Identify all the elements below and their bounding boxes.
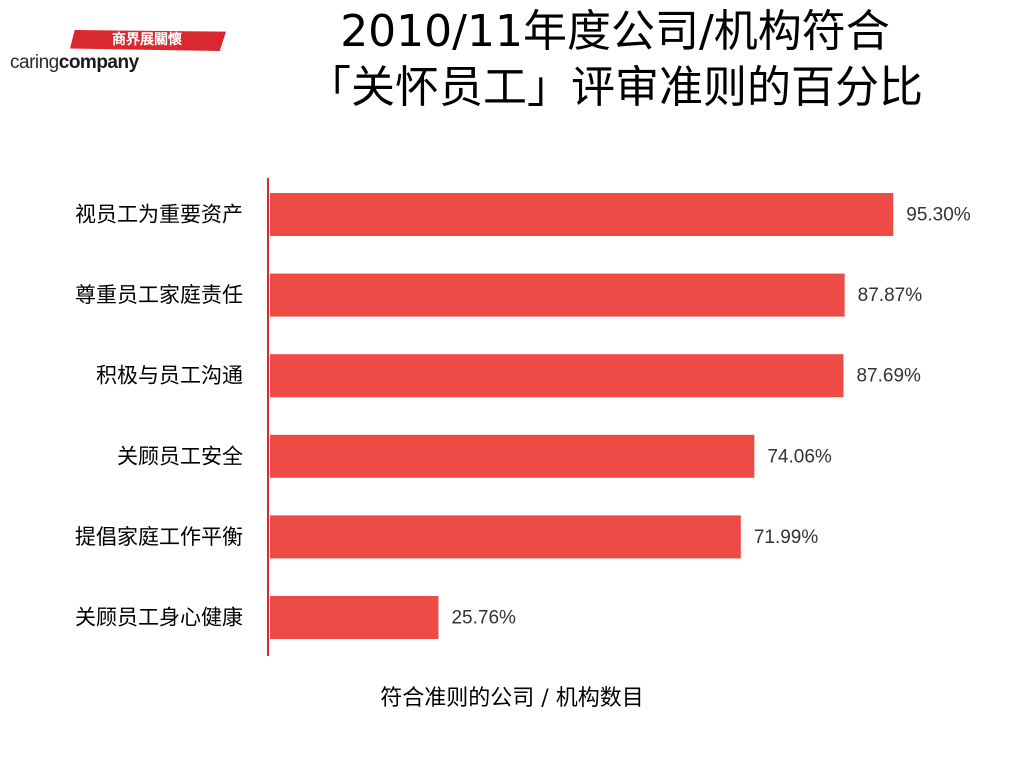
category-label-0: 视员工为重要资产: [75, 203, 243, 227]
category-label-3: 关顾员工安全: [117, 444, 243, 468]
category-label-1: 尊重员工家庭责任: [75, 283, 243, 307]
bar-0: [270, 193, 894, 236]
logo-english-bold: company: [58, 52, 139, 73]
value-label-4: 71.99%: [754, 527, 819, 548]
value-label-5: 25.76%: [451, 608, 516, 629]
bar-3: [270, 434, 755, 478]
category-label-2: 积极与员工沟通: [96, 364, 243, 388]
bar-1: [270, 273, 845, 317]
bar-2: [270, 354, 844, 398]
bar-4: [270, 515, 741, 559]
logo-chinese-text: 商界展關懷: [112, 32, 182, 48]
category-label-4: 提倡家庭工作平衡: [75, 525, 243, 549]
logo-brush-banner: [70, 30, 226, 51]
title-line-1: 2010/11年度公司/机构符合: [340, 6, 890, 57]
value-label-3: 74.06%: [767, 446, 832, 467]
logo-english-regular: caring: [10, 52, 59, 73]
value-label-0: 95.30%: [906, 205, 971, 226]
value-label-1: 87.87%: [858, 285, 923, 306]
bar-chart: 视员工为重要资产 95.30% 尊重员工家庭责任 87.87% 积极与员工沟通 87.69…: [75, 178, 971, 656]
caring-company-logo: 商界展關懷 caringcompany: [10, 28, 226, 78]
page-title: 2010/11年度公司/机构符合 「关怀员工」评审准则的百分比: [215, 4, 1015, 116]
title-line-2: 「关怀员工」评审准则的百分比: [307, 62, 923, 113]
x-axis-label: 符合准则的公司 / 机构数目: [380, 686, 644, 711]
value-label-2: 87.69%: [856, 366, 921, 387]
bar-5: [270, 596, 439, 639]
category-label-5: 关顾员工身心健康: [75, 606, 243, 630]
logo-english-text: caringcompany: [10, 52, 139, 74]
